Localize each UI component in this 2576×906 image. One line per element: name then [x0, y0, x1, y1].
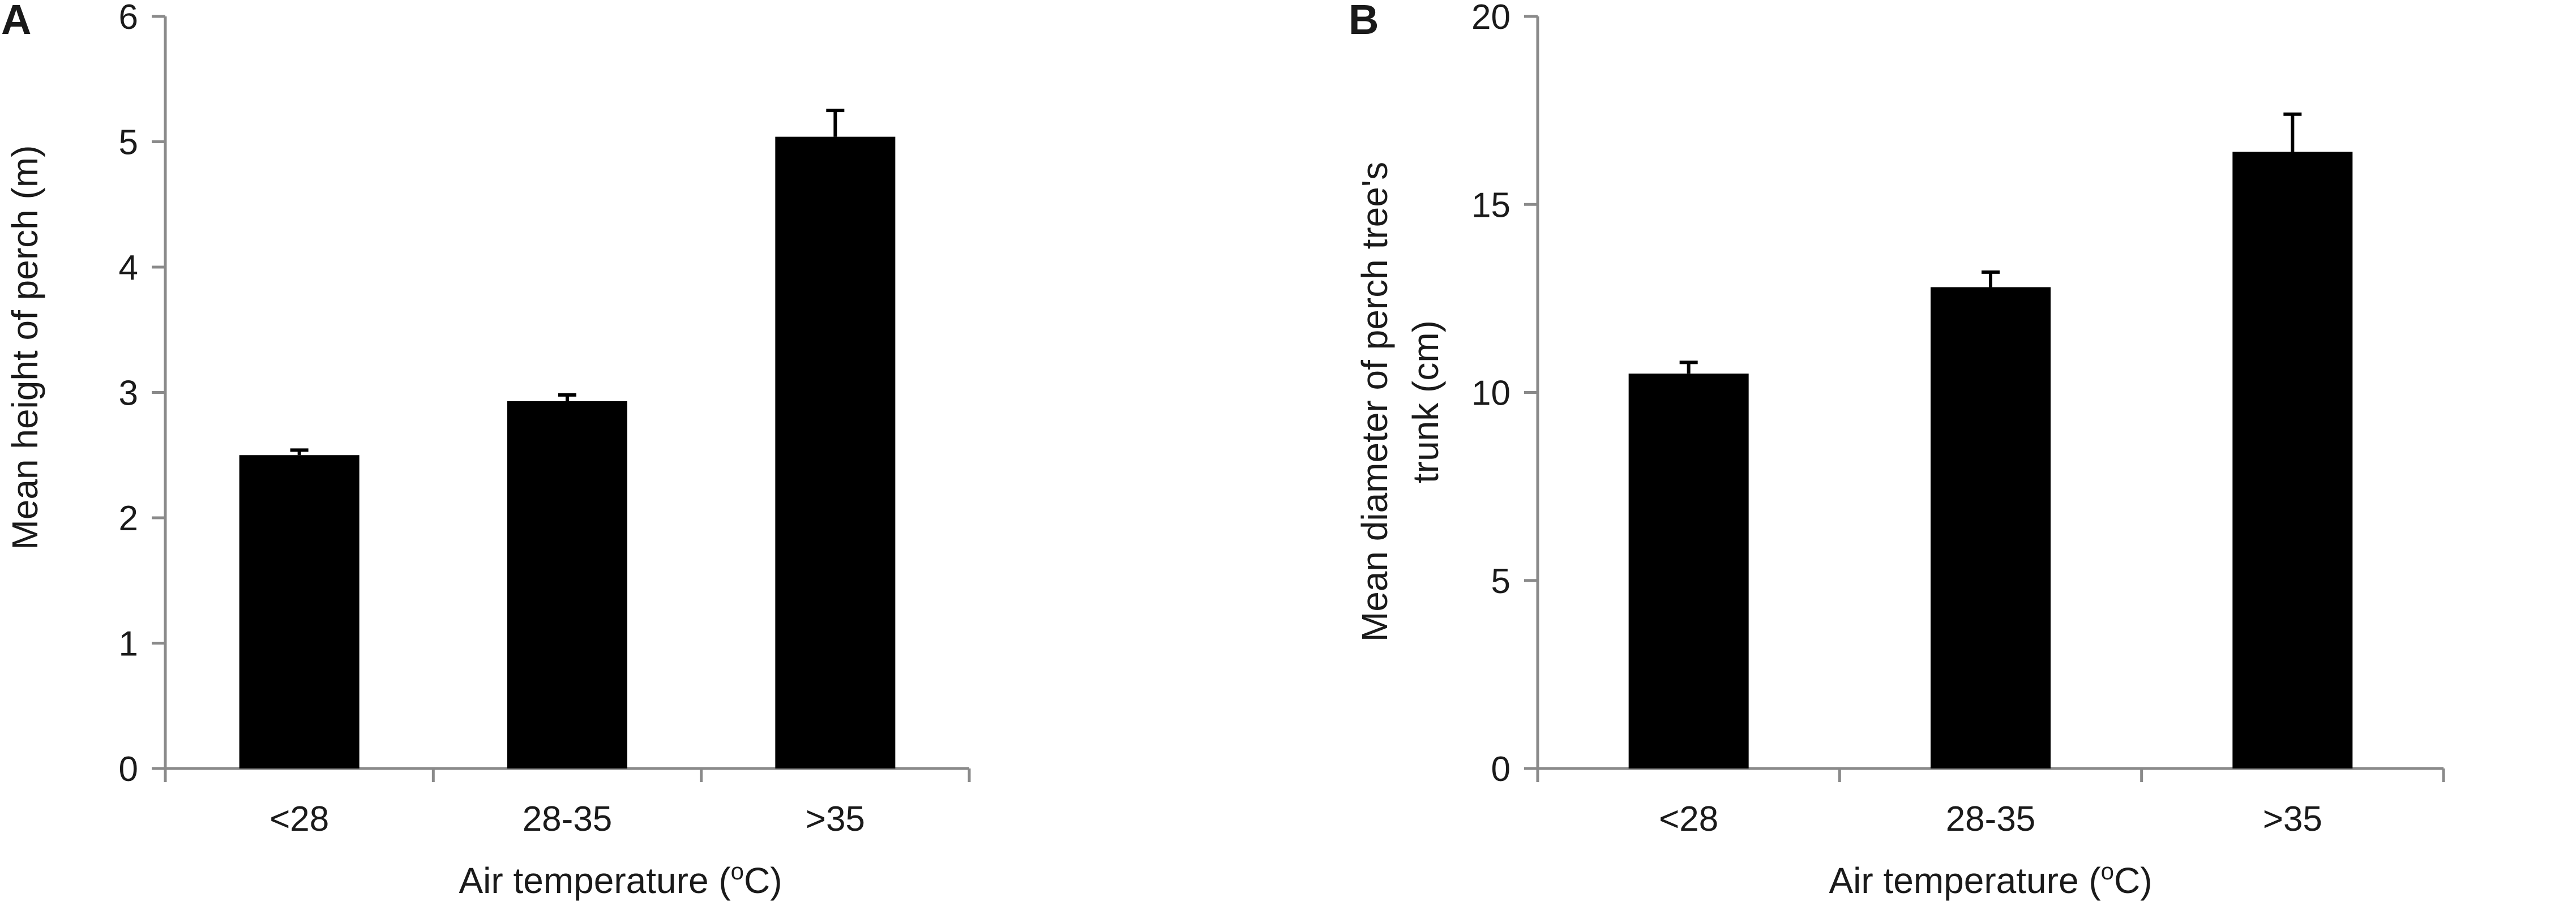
panel-b-y-tick-label: 5 — [1491, 562, 1510, 601]
panel-a-x-tick-label: >35 — [806, 800, 865, 839]
panel-b-letter: B — [1349, 0, 1379, 43]
panel-b-x-tick-label: <28 — [1659, 800, 1718, 839]
panel-a-y-axis-title: Mean height of perch (m) — [5, 145, 45, 550]
panel-b-x-tick-label: >35 — [2263, 800, 2322, 839]
panel-a: A Mean height of perch (m) 0 1 2 3 4 5 6 <28 28… — [1, 0, 971, 901]
panel-b-y-axis-title-line2: trunk (cm) — [1405, 320, 1446, 483]
panel-a-y-tick-label: 3 — [119, 374, 138, 413]
panel-a-bar — [775, 136, 896, 768]
panel-b-bar — [2232, 152, 2353, 769]
panel-b-x-axis-title-text: Air temperature ( — [1829, 860, 2100, 901]
panel-a-letter: A — [1, 0, 31, 43]
panel-b-y-tick-label: 20 — [1471, 0, 1510, 37]
panel-b-x-axis-title: Air temperature (oC) — [1829, 858, 2152, 901]
panel-a-x-axis-title: Air temperature (oC) — [459, 858, 782, 901]
panel-b-x-axis-title-end: C) — [2114, 860, 2153, 901]
panel-a-y-tick-label: 5 — [119, 123, 138, 162]
panel-a-x-axis-title-sup: o — [731, 858, 744, 884]
panel-a-y-tick-label: 2 — [119, 499, 138, 538]
panel-a-x-tick-label: <28 — [269, 800, 329, 839]
panel-b-y-tick-label: 15 — [1471, 186, 1510, 225]
panel-a-y-tick-label: 6 — [119, 0, 138, 37]
panel-b-y-tick-label: 10 — [1471, 374, 1510, 413]
panel-b-bars: <28 28-35 >35 — [1628, 112, 2353, 839]
panel-a-bar — [239, 455, 360, 768]
panel-a-x-axis-title-end: C) — [744, 860, 782, 901]
panel-a-y-tick-label: 4 — [119, 248, 138, 287]
panel-b-x-axis-title-sup: o — [2101, 858, 2114, 884]
panel-b-x-tick-label: 28-35 — [1946, 800, 2036, 839]
panel-a-bar — [507, 401, 627, 768]
panel-a-x-tick-label: 28-35 — [523, 800, 613, 839]
panel-b-bar — [1931, 287, 2051, 768]
panel-a-y-tick-label: 0 — [119, 750, 138, 789]
panel-a-bars: <28 28-35 >35 — [239, 109, 896, 839]
panel-b-bar — [1628, 373, 1749, 768]
panel-a-y-tick-label: 1 — [119, 625, 138, 664]
panel-b-y-tick-label: 0 — [1491, 750, 1510, 789]
panel-b: B Mean diameter of perch tree's trunk (c… — [1349, 0, 2445, 901]
panel-b-y-axis-title-line1: Mean diameter of perch tree's — [1354, 162, 1395, 642]
panel-a-x-axis-title-text: Air temperature ( — [459, 860, 730, 901]
